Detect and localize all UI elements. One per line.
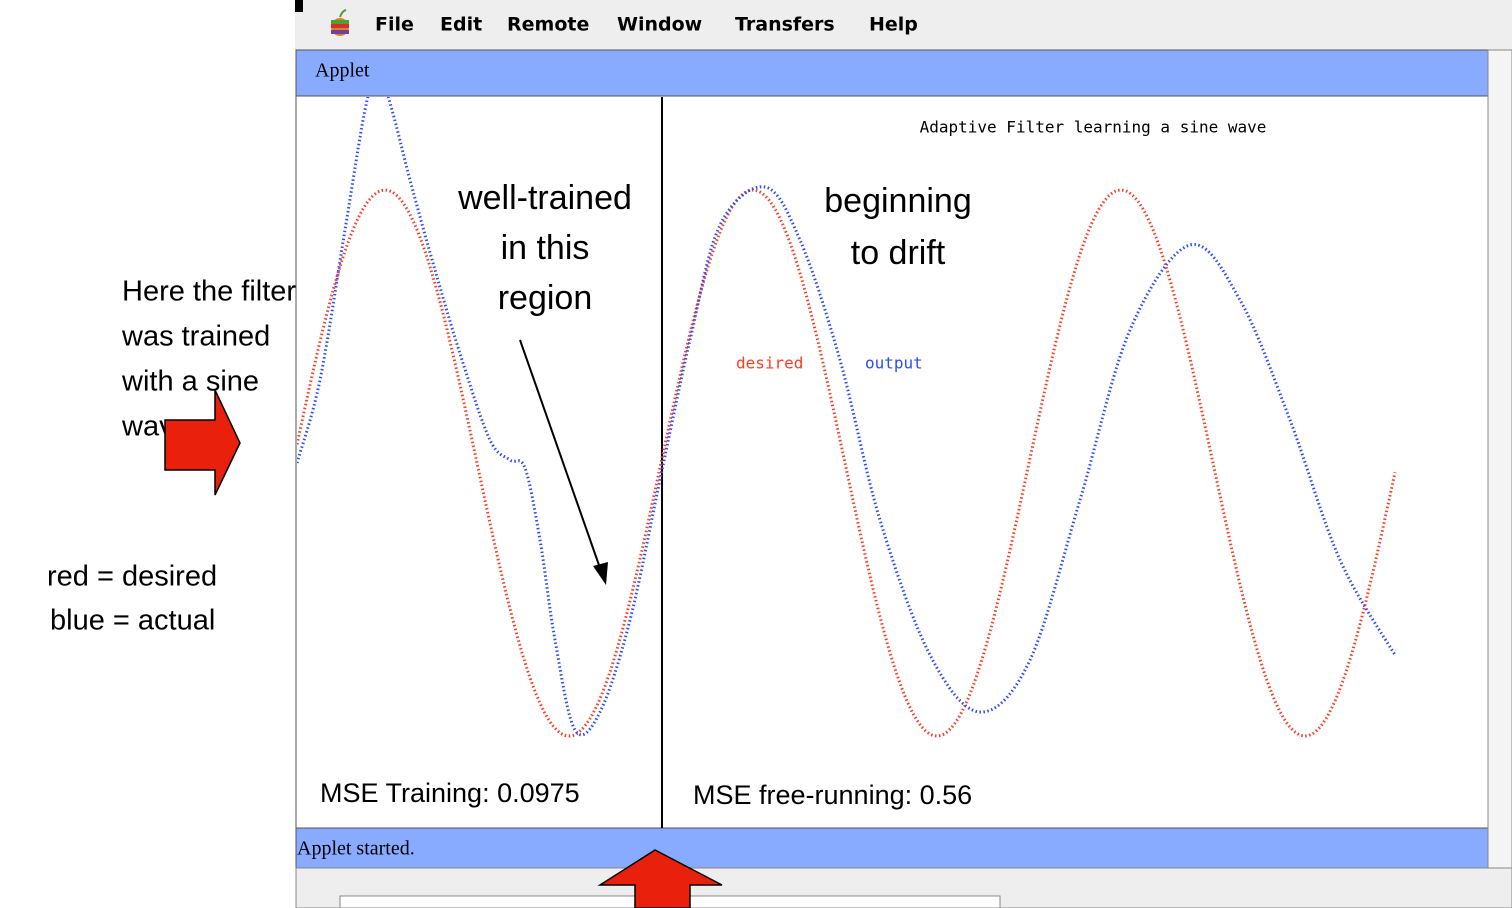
drift-note: beginning: [824, 182, 971, 220]
legend-desired: desired: [736, 354, 803, 373]
left-note: Here the filter: [122, 276, 296, 308]
key-note: red = desired: [47, 561, 217, 593]
apple-stripe: [331, 30, 349, 34]
trained-note: well-trained: [457, 179, 632, 217]
apple-leaf: [339, 9, 347, 18]
mse-free: MSE free-running: 0.56: [693, 780, 972, 810]
plot-title: Adaptive Filter learning a sine wave: [920, 118, 1267, 137]
trained-note: in this: [501, 229, 590, 267]
window-title: Applet: [315, 60, 370, 82]
menu-items: File Edit Remote Window Transfers Help: [375, 14, 918, 36]
trained-note: region: [498, 279, 593, 317]
status-text: Applet started.: [297, 838, 415, 860]
menu-bar: [295, 0, 1512, 50]
key-note: blue = actual: [50, 605, 215, 637]
right-arrow: [164, 389, 241, 496]
menu-item[interactable]: File: [375, 14, 414, 36]
up-arrow: [597, 849, 723, 908]
menu-item[interactable]: Remote: [507, 14, 589, 36]
menu-item[interactable]: Edit: [440, 14, 482, 36]
plot-curves: [297, 97, 1397, 738]
legend-output: output: [865, 354, 923, 373]
desired-curve: [297, 188, 1397, 738]
drift-note: to drift: [851, 234, 946, 272]
pointer-line: [519, 339, 601, 569]
apple-stripe: [331, 20, 349, 24]
apple-icon[interactable]: [331, 9, 349, 36]
status-bar: [295, 827, 1489, 869]
menu-corner: [295, 0, 303, 12]
left-note: was trained: [121, 321, 270, 353]
title-bar: [295, 49, 1489, 97]
menu-item[interactable]: Transfers: [735, 14, 835, 36]
menu-item[interactable]: Window: [617, 14, 702, 36]
apple-stripe: [331, 24, 349, 28]
mse-training: MSE Training: 0.0975: [320, 778, 580, 808]
left-note: with a sine: [121, 366, 259, 398]
applet-area: [295, 95, 1489, 829]
output-curve: [297, 97, 1397, 737]
menu-item[interactable]: Help: [869, 14, 918, 36]
right-edge: [1487, 49, 1512, 869]
pointer-head: [593, 562, 608, 585]
